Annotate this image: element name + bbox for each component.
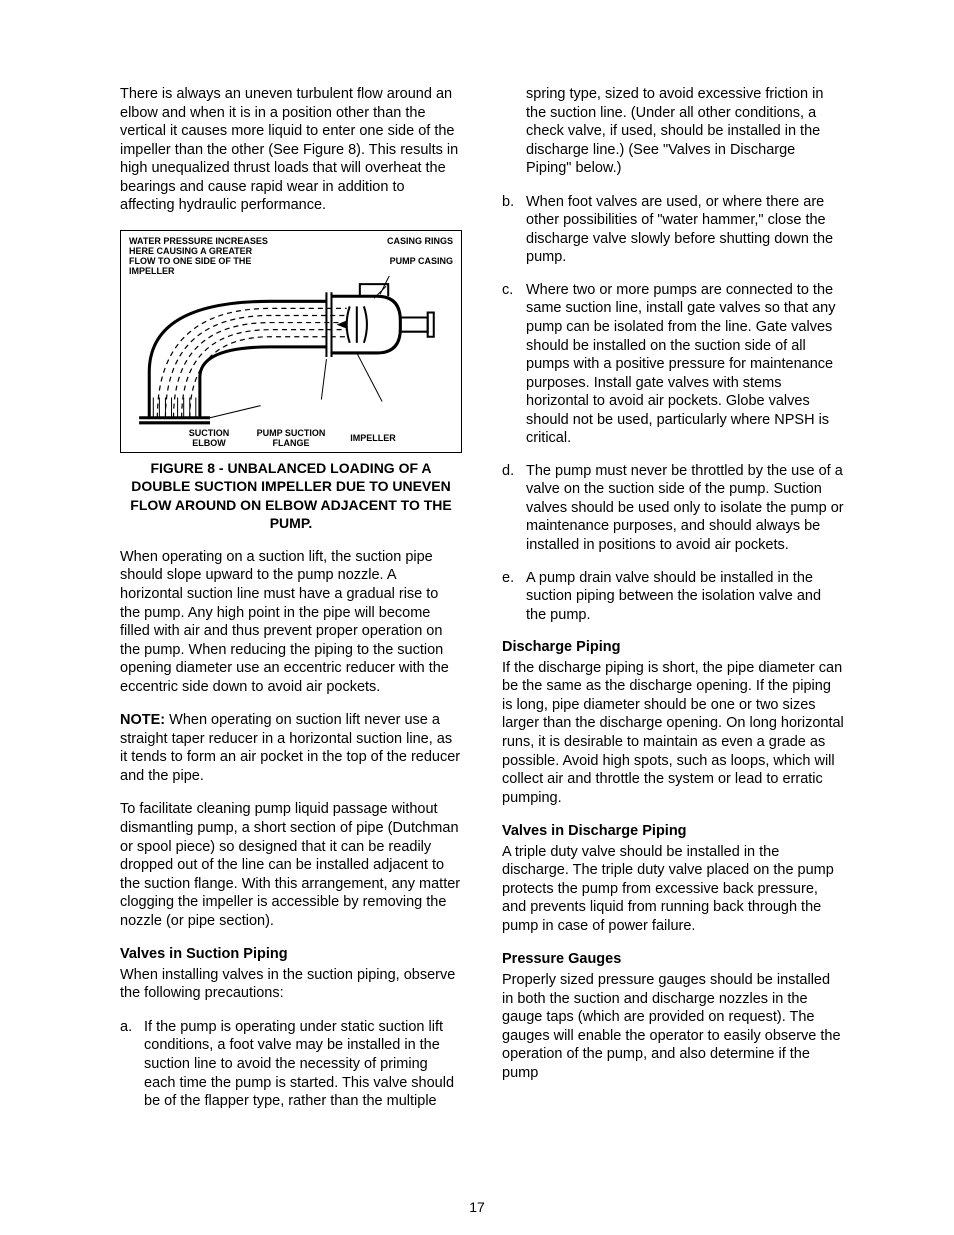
list-marker: b.	[502, 193, 526, 267]
list-marker: d.	[502, 462, 526, 555]
list-item-text: A pump drain valve should be installed i…	[526, 569, 844, 625]
list-suction-precautions-right: b. When foot valves are used, or where t…	[502, 193, 844, 624]
note-label: NOTE:	[120, 712, 165, 728]
label-pump-suction-flange: PUMP SUCTION FLANGE	[251, 429, 331, 448]
page: There is always an uneven turbulent flow…	[0, 0, 954, 1235]
figure-8-caption: FIGURE 8 - UNBALANCED LOADING OF A DOUBL…	[120, 459, 462, 532]
figure-top-labels: WATER PRESSURE INCREASES HERE CAUSING A …	[129, 237, 453, 277]
paragraph-pressure-gauges: Properly sized pressure gauges should be…	[502, 971, 844, 1082]
pump-diagram-icon	[129, 276, 453, 428]
heading-pressure-gauges: Pressure Gauges	[502, 950, 844, 969]
paragraph-dutchman: To facilitate cleaning pump liquid passa…	[120, 800, 462, 930]
intro-paragraph: There is always an uneven turbulent flow…	[120, 85, 462, 215]
list-item: d. The pump must never be throttled by t…	[502, 462, 844, 555]
list-item: c. Where two or more pumps are connected…	[502, 281, 844, 448]
list-item: b. When foot valves are used, or where t…	[502, 193, 844, 267]
right-column: spring type, sized to avoid excessive fr…	[502, 85, 844, 1125]
list-item-text: When foot valves are used, or where ther…	[526, 193, 844, 267]
list-item-text: Where two or more pumps are connected to…	[526, 281, 844, 448]
paragraph-valves-suction-intro: When installing valves in the suction pi…	[120, 966, 462, 1003]
two-column-layout: There is always an uneven turbulent flow…	[120, 85, 844, 1125]
list-marker: e.	[502, 569, 526, 625]
figure-8-diagram	[129, 276, 453, 433]
label-pump-casing: PUMP CASING	[387, 257, 453, 267]
left-column: There is always an uneven turbulent flow…	[120, 85, 462, 1125]
paragraph-discharge-piping: If the discharge piping is short, the pi…	[502, 659, 844, 807]
paragraph-slope: When operating on a suction lift, the su…	[120, 548, 462, 696]
figure-top-right-labels: CASING RINGS PUMP CASING	[387, 237, 453, 277]
list-item-text: The pump must never be throttled by the …	[526, 462, 844, 555]
list-suction-precautions-left: a. If the pump is operating under static…	[120, 1018, 462, 1111]
page-number: 17	[0, 1199, 954, 1215]
list-item-a-continuation: spring type, sized to avoid excessive fr…	[502, 85, 844, 178]
heading-discharge-piping: Discharge Piping	[502, 638, 844, 657]
label-suction-elbow: SUCTION ELBOW	[179, 429, 239, 448]
list-item: a. If the pump is operating under static…	[120, 1018, 462, 1111]
label-water-pressure: WATER PRESSURE INCREASES HERE CAUSING A …	[129, 237, 269, 277]
heading-valves-discharge: Valves in Discharge Piping	[502, 822, 844, 841]
note-body: When operating on suction lift never use…	[120, 712, 460, 784]
heading-valves-suction: Valves in Suction Piping	[120, 945, 462, 964]
paragraph-valves-discharge: A triple duty valve should be installed …	[502, 843, 844, 936]
label-impeller: IMPELLER	[343, 429, 403, 448]
list-item: e. A pump drain valve should be installe…	[502, 569, 844, 625]
list-item-text: If the pump is operating under static su…	[144, 1018, 462, 1111]
paragraph-note: NOTE: When operating on suction lift nev…	[120, 711, 462, 785]
list-marker: c.	[502, 281, 526, 448]
figure-8-box: WATER PRESSURE INCREASES HERE CAUSING A …	[120, 230, 462, 453]
list-marker: a.	[120, 1018, 144, 1111]
label-casing-rings: CASING RINGS	[387, 237, 453, 247]
